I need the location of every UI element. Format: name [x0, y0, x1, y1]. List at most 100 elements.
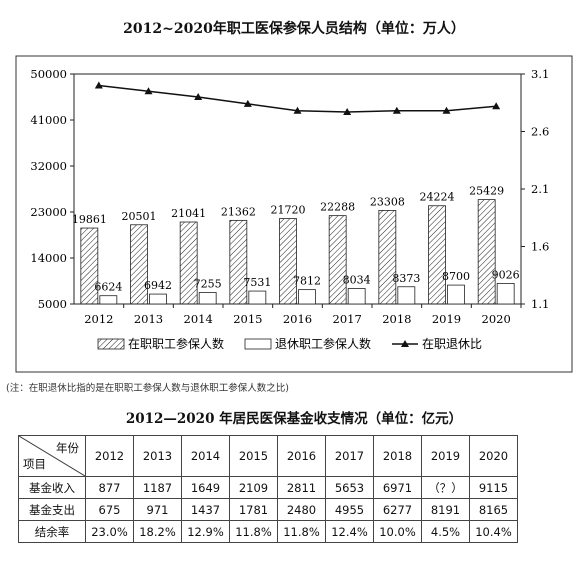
bar-working: [477, 199, 496, 305]
table-cell: 971: [133, 498, 182, 521]
table-cell: 2109: [229, 476, 278, 499]
table-title: 2012—2020 年居民医保基金收支情况（单位：亿元）: [125, 411, 463, 427]
table-year-header: 2015: [229, 435, 278, 477]
legend-marker-ratio: [401, 340, 409, 347]
table-cell: 10.4%: [469, 520, 518, 543]
x-tick-label: 2012: [84, 312, 113, 326]
x-tick-label: 2017: [333, 312, 362, 326]
chart-frame: [15, 55, 573, 373]
table-cell: 9115: [469, 476, 518, 499]
table-row: 基金支出 675 971 1437 1781 2480 4955 6277 8191 8165: [18, 498, 518, 521]
table-cell: 2480: [277, 498, 326, 521]
bar-retired-label: 8700: [442, 270, 470, 283]
table-year-header: 2017: [325, 435, 374, 477]
ratio-point: [442, 106, 451, 114]
table-corner-cell: 年份 项目: [18, 435, 86, 477]
table-row-label: 基金支出: [18, 498, 86, 521]
table-cell: 4.5%: [421, 520, 470, 543]
table-row-label: 结余率: [18, 520, 86, 543]
bar-working: [179, 221, 198, 305]
ratio-point: [243, 99, 252, 107]
right-tick-label: 2.1: [531, 182, 549, 196]
bar-retired-label: 8373: [392, 272, 420, 285]
ratio-point: [94, 81, 103, 89]
x-tick-label: 2020: [482, 312, 511, 326]
x-tick-label: 2013: [134, 312, 163, 326]
left-tick-label: 41000: [30, 113, 67, 127]
legend-label-ratio: 在职退休比: [422, 337, 482, 351]
table-row-label: 基金收入: [18, 476, 86, 499]
bar-retired-label: 7531: [243, 276, 271, 289]
x-tick-label: 2016: [283, 312, 312, 326]
bar-working-label: 19861: [72, 213, 107, 226]
table-cell: （？）: [421, 476, 470, 499]
ratio-point: [392, 106, 401, 114]
table-cell: 5653: [325, 476, 374, 499]
table-cell: 1437: [181, 498, 230, 521]
left-tick-label: 5000: [38, 297, 67, 311]
legend-swatch-retired: [244, 338, 272, 350]
bar-working-label: 21720: [271, 204, 306, 217]
bar-working: [428, 205, 446, 305]
corner-diagonal: [19, 436, 85, 476]
table-cell: 12.9%: [181, 520, 230, 543]
bar-retired-label: 6942: [144, 279, 172, 292]
table-year-header: 2012: [85, 435, 134, 477]
table-row: 基金收入 877 1187 1649 2109 2811 5653 6971 （？） 9115: [18, 476, 518, 499]
chart-note: (注：在职退休比指的是在职职工参保人数与退休职工参保人数之比): [6, 383, 289, 394]
table-year-header: 2020: [469, 435, 518, 477]
bar-retired: [298, 289, 316, 305]
left-tick-label: 50000: [30, 67, 67, 81]
bar-working: [130, 224, 148, 305]
bar-working: [378, 210, 397, 305]
right-tick-label: 1.1: [531, 297, 549, 311]
table-cell: 11.8%: [229, 520, 278, 543]
table-year-header: 2018: [373, 435, 422, 477]
bar-working-label: 22288: [320, 201, 355, 214]
corner-item-label: 项目: [23, 457, 46, 471]
right-tick-label: 2.6: [531, 125, 549, 139]
table-header-row: 年份 项目 2012 2013 2014 2015 2016 2017 2018 2019 2020: [18, 435, 518, 477]
left-tick-label: 32000: [30, 159, 67, 173]
bar-retired-label: 7255: [194, 277, 222, 290]
bar-retired: [447, 284, 465, 305]
table-cell: 11.8%: [277, 520, 326, 543]
corner-year-label: 年份: [56, 441, 79, 455]
fund-table: 年份 项目 2012 2013 2014 2015 2016 2017 2018 2019 2020…: [18, 435, 518, 543]
table-cell: 675: [85, 498, 134, 521]
table-cell: 877: [85, 476, 134, 499]
bar-retired-label: 7812: [293, 275, 321, 288]
bar-retired-label: 8034: [343, 273, 371, 286]
bar-working-label: 23308: [370, 195, 405, 208]
bar-working: [328, 215, 347, 305]
legend-swatch-working: [97, 338, 125, 350]
bar-retired: [149, 293, 167, 305]
bar-working: [279, 218, 297, 305]
table-cell: 23.0%: [85, 520, 134, 543]
table-year-header: 2013: [133, 435, 182, 477]
bar-working-label: 24224: [420, 191, 455, 204]
bar-working-label: 21041: [171, 207, 206, 220]
ratio-point: [144, 87, 153, 95]
x-tick-label: 2014: [184, 312, 213, 326]
right-tick-label: 3.1: [531, 67, 549, 81]
table-cell: 18.2%: [133, 520, 182, 543]
table-cell: 1187: [133, 476, 182, 499]
table-cell: 6277: [373, 498, 422, 521]
ratio-point: [343, 107, 352, 115]
table-cell: 8191: [421, 498, 470, 521]
bar-retired-label: 9026: [492, 268, 520, 281]
table-cell: 8165: [469, 498, 518, 521]
table-year-header: 2016: [277, 435, 326, 477]
bar-working-label: 20501: [122, 210, 157, 223]
bar-retired: [347, 288, 366, 305]
x-tick-label: 2019: [432, 312, 461, 326]
left-tick-label: 23000: [30, 205, 67, 219]
bar-retired: [496, 283, 515, 305]
bar-retired: [198, 292, 217, 305]
table-cell: 4955: [325, 498, 374, 521]
ratio-point: [194, 93, 203, 100]
x-tick-label: 2015: [233, 312, 262, 326]
table-year-header: 2014: [181, 435, 230, 477]
